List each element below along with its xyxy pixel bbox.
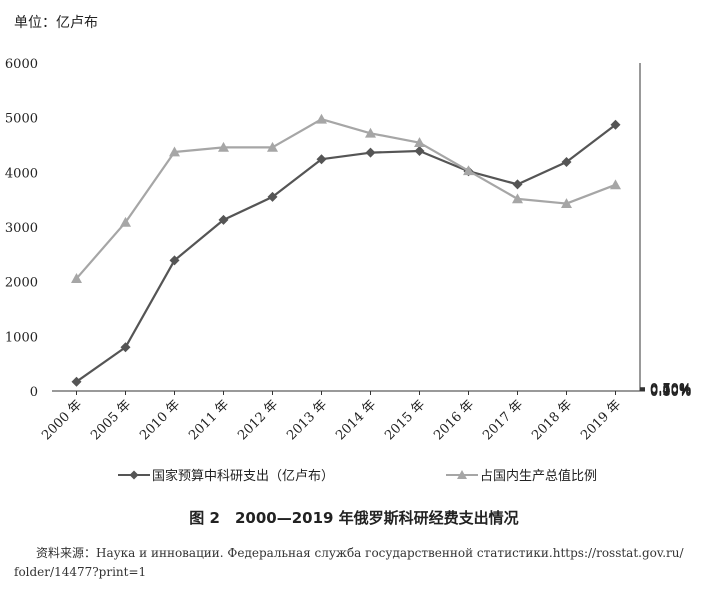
data-point-diamond — [414, 146, 425, 157]
y-right-tick-label: 0.20% — [650, 384, 691, 399]
y-left-tick-label: 3000 — [5, 221, 38, 236]
data-point-triangle — [512, 193, 523, 204]
y-left-tick-label: 2000 — [5, 276, 38, 291]
series-line-1 — [75, 123, 617, 383]
data-point-triangle — [610, 179, 621, 190]
x-tick-label: 2000 年 — [39, 397, 85, 443]
data-point-diamond — [610, 119, 621, 130]
x-tick-label: 2011 年 — [186, 397, 232, 443]
x-tick-label: 2005 年 — [88, 397, 134, 443]
data-point-diamond — [267, 191, 278, 202]
y-right-tick-label: 0.30% — [650, 384, 691, 399]
source-line-1: 资料来源：Наука и инновации. Федеральная служ… — [36, 546, 684, 560]
x-tick-label: 2014 年 — [333, 397, 379, 443]
x-tick-label: 2015 年 — [382, 397, 428, 443]
chart-series — [71, 113, 621, 387]
data-point-diamond — [512, 179, 523, 190]
data-point-triangle — [414, 137, 425, 148]
y-right-tick-label: 0.50% — [650, 383, 691, 398]
data-point-diamond — [365, 147, 376, 158]
data-point-triangle — [120, 216, 131, 227]
y-right-tick-label: 0.10% — [650, 385, 691, 400]
data-point-diamond — [71, 376, 82, 387]
data-point-triangle — [316, 113, 327, 124]
chart-axes: 6000 5000 4000 3000 2000 1000 0 0.70%0.60%0.50%… — [5, 57, 691, 443]
y-right-tick-label: 0.40% — [650, 383, 691, 398]
data-point-diamond — [218, 214, 229, 225]
figure-caption: 图 2 2000—2019 年俄罗斯科研经费支出情况 — [189, 509, 519, 527]
legend-label-2: 占国内生产总值比例 — [480, 468, 597, 484]
y-left-tick-label: 4000 — [5, 166, 38, 181]
data-point-triangle — [71, 273, 82, 283]
x-tick-label: 2019 年 — [578, 397, 624, 443]
series-line-2 — [75, 118, 616, 280]
source-note: 资料来源：Наука и инновации. Федеральная служ… — [14, 544, 704, 582]
x-tick-label: 2013 年 — [284, 397, 330, 443]
x-tick-label: 2012 年 — [235, 397, 281, 443]
data-point-triangle — [267, 141, 278, 152]
source-line-2: folder/14477?print=1 — [14, 565, 147, 579]
x-tick-label: 2016 年 — [431, 397, 477, 443]
data-point-diamond — [169, 255, 180, 266]
legend-marker-triangle — [457, 470, 467, 479]
unit-label: 单位：亿卢布 — [14, 15, 98, 31]
data-point-triangle — [365, 127, 376, 138]
chart: 6000 5000 4000 3000 2000 1000 0 0.70%0.60%0.50%… — [5, 57, 691, 484]
data-point-triangle — [169, 146, 180, 157]
y-right-tick-label: 0.70% — [650, 382, 691, 397]
x-tick-label: 2010 年 — [137, 397, 183, 443]
data-point-triangle — [218, 141, 229, 152]
x-tick-label: 2018 年 — [529, 397, 575, 443]
data-point-triangle — [561, 198, 572, 208]
y-left-tick-label: 5000 — [5, 112, 38, 127]
legend-label-1: 国家预算中科研支出（亿卢布） — [152, 468, 334, 484]
data-point-diamond — [316, 154, 327, 165]
chart-legend: 国家预算中科研支出（亿卢布） 占国内生产总值比例 — [118, 468, 597, 484]
y-right-tick-label: 0.00% — [650, 385, 691, 400]
y-right-tick-label: 0.60% — [650, 382, 691, 397]
y-left-tick-label: 1000 — [5, 330, 38, 345]
data-point-diamond — [120, 342, 131, 353]
x-tick-label: 2017 年 — [480, 397, 526, 443]
data-point-diamond — [561, 156, 572, 167]
data-point-triangle — [463, 165, 474, 176]
legend-marker-diamond — [129, 470, 139, 480]
y-left-tick-label: 0 — [30, 385, 38, 400]
y-left-tick-label: 6000 — [5, 57, 38, 72]
